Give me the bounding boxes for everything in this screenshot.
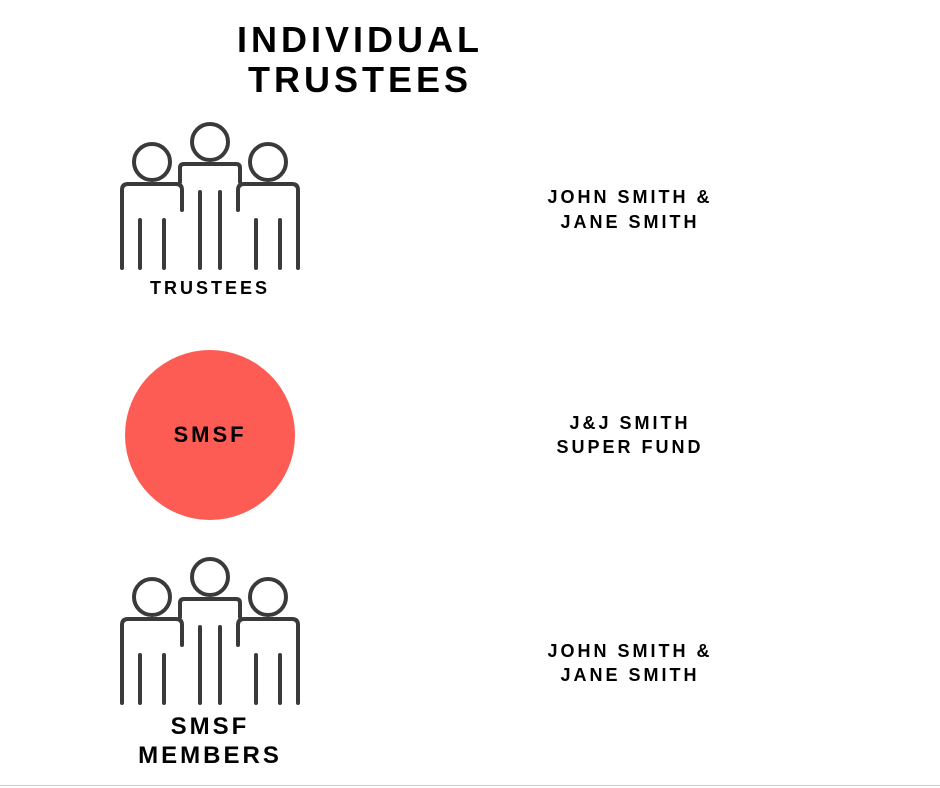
people-group-icon (105, 120, 315, 270)
members-label-line-2: JANE SMITH (420, 663, 840, 687)
trustees-label-column: JOHN SMITH & JANE SMITH (420, 185, 840, 234)
members-label-column: JOHN SMITH & JANE SMITH (420, 639, 840, 688)
smsf-label-line-1: J&J SMITH (420, 411, 840, 435)
members-label-line-1: JOHN SMITH & (420, 639, 840, 663)
smsf-label-line-2: SUPER FUND (420, 435, 840, 459)
smsf-icon-column: SMSF (0, 350, 420, 520)
title-line-1: INDIVIDUAL (200, 20, 520, 60)
trustees-icon-column: TRUSTEES (0, 120, 420, 299)
trustees-label-line-2: JANE SMITH (420, 210, 840, 234)
trustees-label-line-1: JOHN SMITH & (420, 185, 840, 209)
members-caption-line-1: SMSF (138, 713, 282, 742)
members-caption: SMSF MEMBERS (138, 713, 282, 771)
smsf-circle-text: SMSF (173, 422, 246, 448)
members-icon-column: SMSF MEMBERS (0, 555, 420, 771)
row-members: SMSF MEMBERS JOHN SMITH & JANE SMITH (0, 555, 940, 771)
row-smsf: SMSF J&J SMITH SUPER FUND (0, 350, 940, 520)
members-caption-line-2: MEMBERS (138, 742, 282, 771)
people-group-icon (105, 555, 315, 705)
smsf-circle: SMSF (125, 350, 295, 520)
trustees-caption: TRUSTEES (150, 278, 270, 299)
smsf-label-column: J&J SMITH SUPER FUND (420, 411, 840, 460)
title-line-2: TRUSTEES (200, 60, 520, 100)
page-title: INDIVIDUAL TRUSTEES (200, 20, 520, 99)
bottom-divider (0, 785, 940, 786)
row-trustees: TRUSTEES JOHN SMITH & JANE SMITH (0, 120, 940, 299)
